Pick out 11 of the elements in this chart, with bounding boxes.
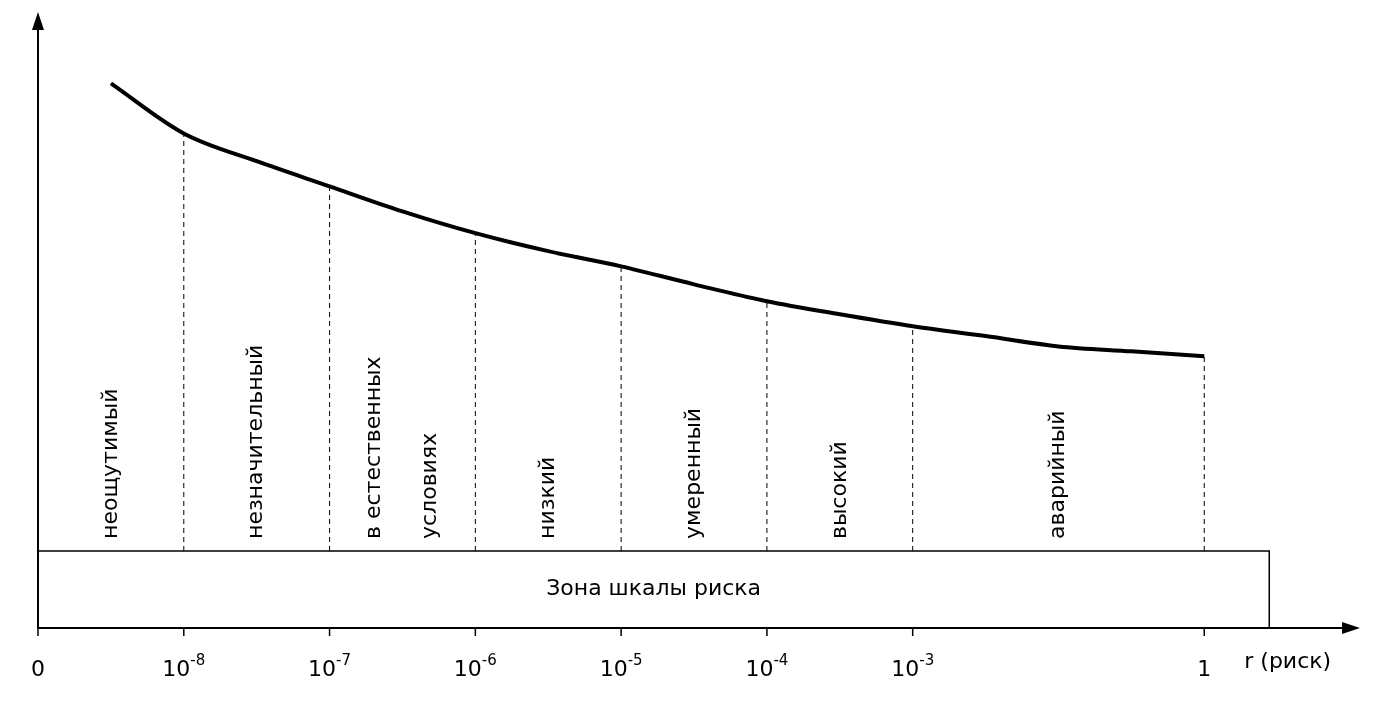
text: в естественных условиях xyxy=(360,356,442,539)
annotation: неощутимый xyxy=(96,388,122,539)
annotation: высокий xyxy=(825,441,851,539)
annotation: незначительный xyxy=(242,344,268,539)
annotation: аварийный xyxy=(1044,410,1070,539)
annotation: умеренный xyxy=(679,407,705,539)
x-axis-title: r (риск) xyxy=(1244,648,1332,673)
annotation: Зона шкалы риска xyxy=(546,575,762,601)
x-tick-label: 1 xyxy=(1197,656,1212,681)
x-tick-label: 0 xyxy=(31,656,45,681)
annotation: низкий xyxy=(533,456,559,539)
